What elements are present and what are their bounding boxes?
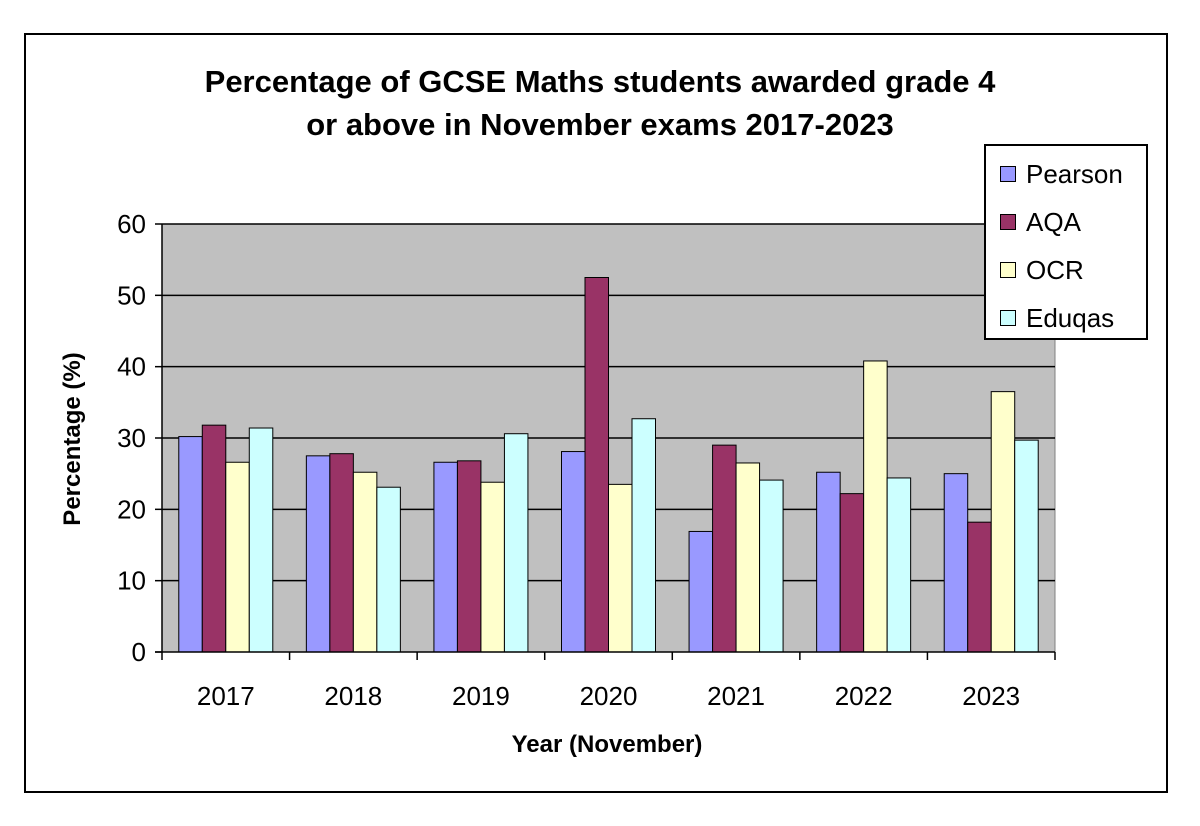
- chart-title-line-1: Percentage of GCSE Maths students awarde…: [204, 64, 996, 99]
- legend-label-eduqas: Eduqas: [1026, 302, 1115, 333]
- legend-swatch-aqa: [1000, 214, 1016, 230]
- bar-pearson-2022: [816, 471, 841, 653]
- x-axis-label: Year (November): [512, 731, 703, 758]
- legend-label-ocr: OCR: [1026, 254, 1084, 285]
- y-axis-label: Percentage (%): [59, 352, 86, 525]
- legend-swatch-eduqas: [1000, 310, 1016, 326]
- legend-item-aqa: AQA: [1000, 207, 1081, 237]
- y-tick-label: 0: [132, 637, 146, 667]
- y-tick-label: 40: [117, 352, 146, 382]
- legend: Pearson AQA OCR Eduqas: [984, 144, 1148, 340]
- bar-pearson-2017: [178, 436, 203, 653]
- bar-aqa-2018: [329, 453, 354, 653]
- bar-eduqas-2019: [503, 433, 529, 653]
- legend-item-eduqas: Eduqas: [1000, 303, 1114, 333]
- bar-eduqas-2017: [248, 427, 274, 653]
- legend-swatch-pearson: [1000, 166, 1016, 182]
- bar-aqa-2019: [456, 460, 482, 653]
- bar-ocr-2023: [990, 391, 1016, 653]
- chart-title: Percentage of GCSE Maths students awarde…: [80, 60, 1120, 146]
- bar-aqa-2020: [584, 277, 609, 653]
- bar-pearson-2021: [688, 530, 714, 653]
- bar-ocr-2017: [225, 461, 250, 653]
- x-tick-label: 2019: [452, 681, 510, 711]
- x-tick-label: 2023: [962, 681, 1020, 711]
- plot-area: 0 10 20 30 40 50 60 2017 2018 2019 2020 2021 2022 202…: [117, 209, 1056, 711]
- x-tick-label: 2022: [835, 681, 893, 711]
- y-tick-label: 10: [117, 566, 146, 596]
- bar-ocr-2022: [863, 360, 888, 653]
- x-tick-label: 2017: [197, 681, 255, 711]
- x-tick-label: 2020: [580, 681, 638, 711]
- bar-eduqas-2023: [1014, 439, 1039, 653]
- legend-label-pearson: Pearson: [1026, 158, 1123, 189]
- bar-eduqas-2018: [376, 486, 401, 653]
- bar-aqa-2022: [839, 493, 865, 653]
- bar-pearson-2020: [561, 451, 586, 653]
- bar-eduqas-2022: [886, 477, 912, 653]
- bar-pearson-2018: [305, 455, 331, 653]
- bar-ocr-2018: [352, 471, 378, 653]
- bar-ocr-2020: [608, 483, 633, 653]
- x-tick-label: 2021: [707, 681, 765, 711]
- bar-pearson-2023: [943, 473, 969, 653]
- y-tick-label: 60: [117, 209, 146, 239]
- legend-label-aqa: AQA: [1026, 206, 1081, 237]
- bar-aqa-2021: [712, 444, 737, 653]
- bar-eduqas-2021: [759, 479, 784, 653]
- y-tick-label: 50: [117, 280, 146, 310]
- bar-aqa-2023: [967, 521, 992, 653]
- bar-ocr-2021: [735, 462, 761, 653]
- bar-eduqas-2020: [631, 418, 656, 653]
- bar-aqa-2017: [201, 424, 227, 653]
- bar-ocr-2019: [480, 481, 505, 653]
- x-tick-label: 2018: [324, 681, 382, 711]
- bar-pearson-2019: [433, 461, 458, 653]
- y-tick-label: 20: [117, 494, 146, 524]
- legend-item-pearson: Pearson: [1000, 159, 1123, 189]
- y-tick-label: 30: [117, 423, 146, 453]
- chart-title-line-2: or above in November exams 2017-2023: [306, 107, 894, 142]
- legend-item-ocr: OCR: [1000, 255, 1084, 285]
- legend-swatch-ocr: [1000, 262, 1016, 278]
